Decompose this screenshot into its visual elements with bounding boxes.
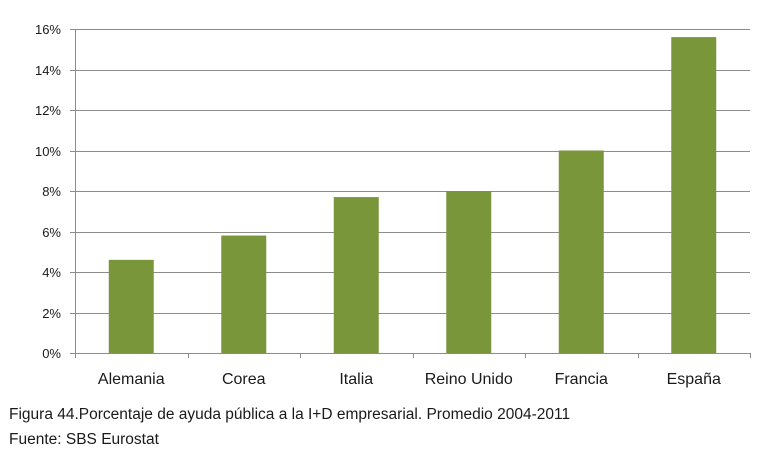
y-tick-label: 6%	[42, 225, 61, 240]
bar	[446, 191, 492, 353]
bar	[221, 235, 267, 353]
y-tick-label: 8%	[42, 184, 61, 199]
category-label: Francia	[555, 371, 608, 388]
bar-chart: 0% 2% 4% 6% 8% 10% 12% 14% 16% Alemania Corea Ital…	[35, 22, 751, 388]
category-label: Italia	[339, 371, 373, 388]
bar	[671, 37, 717, 353]
source-caption: Fuente: SBS Eurostat	[9, 431, 159, 448]
bar	[333, 197, 379, 353]
y-tick-label: 0%	[42, 346, 61, 361]
y-tick-label: 12%	[35, 103, 61, 118]
gridlines	[75, 29, 750, 314]
y-tick-label: 16%	[35, 22, 61, 37]
bars	[108, 37, 717, 353]
bar	[108, 259, 154, 353]
category-label: Corea	[222, 371, 266, 388]
category-label: España	[667, 371, 721, 388]
bar	[558, 150, 604, 353]
y-tick-labels: 0% 2% 4% 6% 8% 10% 12% 14% 16%	[35, 22, 61, 361]
category-labels: Alemania Corea Italia Reino Unido Francia Esp…	[98, 371, 721, 388]
category-label: Reino Unido	[425, 371, 513, 388]
y-tick-label: 4%	[42, 265, 61, 280]
y-tick-label: 10%	[35, 144, 61, 159]
y-tick-label: 2%	[42, 306, 61, 321]
axes	[70, 29, 751, 358]
figure-caption: Figura 44.Porcentaje de ayuda pública a …	[9, 406, 571, 423]
category-label: Alemania	[98, 371, 165, 388]
y-tick-label: 14%	[35, 63, 61, 78]
